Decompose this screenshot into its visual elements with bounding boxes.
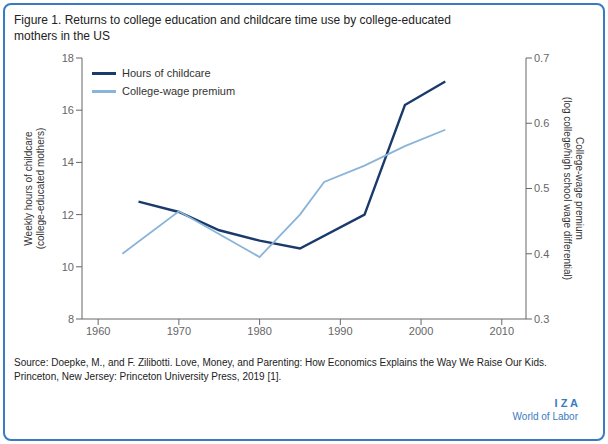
svg-text:1990: 1990 [328, 325, 352, 337]
svg-text:2010: 2010 [490, 325, 514, 337]
svg-text:12: 12 [62, 209, 74, 221]
svg-text:0.3: 0.3 [534, 313, 549, 325]
html-text:I Z A: I Z A [554, 397, 578, 409]
svg-text:10: 10 [62, 261, 74, 273]
html-text:Hours of childcare: Hours of childcare [122, 67, 211, 79]
svg-text:2000: 2000 [409, 325, 433, 337]
html-text:College-wage premium: College-wage premium [122, 85, 236, 97]
svg-text:14: 14 [62, 156, 74, 168]
svg-text:1980: 1980 [247, 325, 271, 337]
html-text:World of Labor: World of Labor [512, 411, 578, 422]
html-text:mothers in the US: mothers in the US [14, 29, 110, 43]
svg-text:1960: 1960 [86, 325, 110, 337]
svg-text:0.5: 0.5 [534, 182, 549, 194]
html-text:Source: Doepke, M., and F. Zil: Source: Doepke, M., and F. Zilibotti. Lo… [14, 357, 547, 382]
svg-text:0.6: 0.6 [534, 117, 549, 129]
svg-text:Weekly hours of childcare(coll: Weekly hours of childcare(college-educat… [23, 128, 46, 250]
svg-text:16: 16 [62, 104, 74, 116]
svg-text:8: 8 [68, 313, 74, 325]
svg-text:0.7: 0.7 [534, 52, 549, 64]
svg-text:1970: 1970 [167, 325, 191, 337]
svg-text:College-wage premium(log colle: College-wage premium(log college/high sc… [563, 97, 586, 280]
html-text:Figure 1. Returns to college e: Figure 1. Returns to college education a… [14, 13, 451, 27]
svg-text:0.4: 0.4 [534, 248, 549, 260]
svg-text:18: 18 [62, 52, 74, 64]
